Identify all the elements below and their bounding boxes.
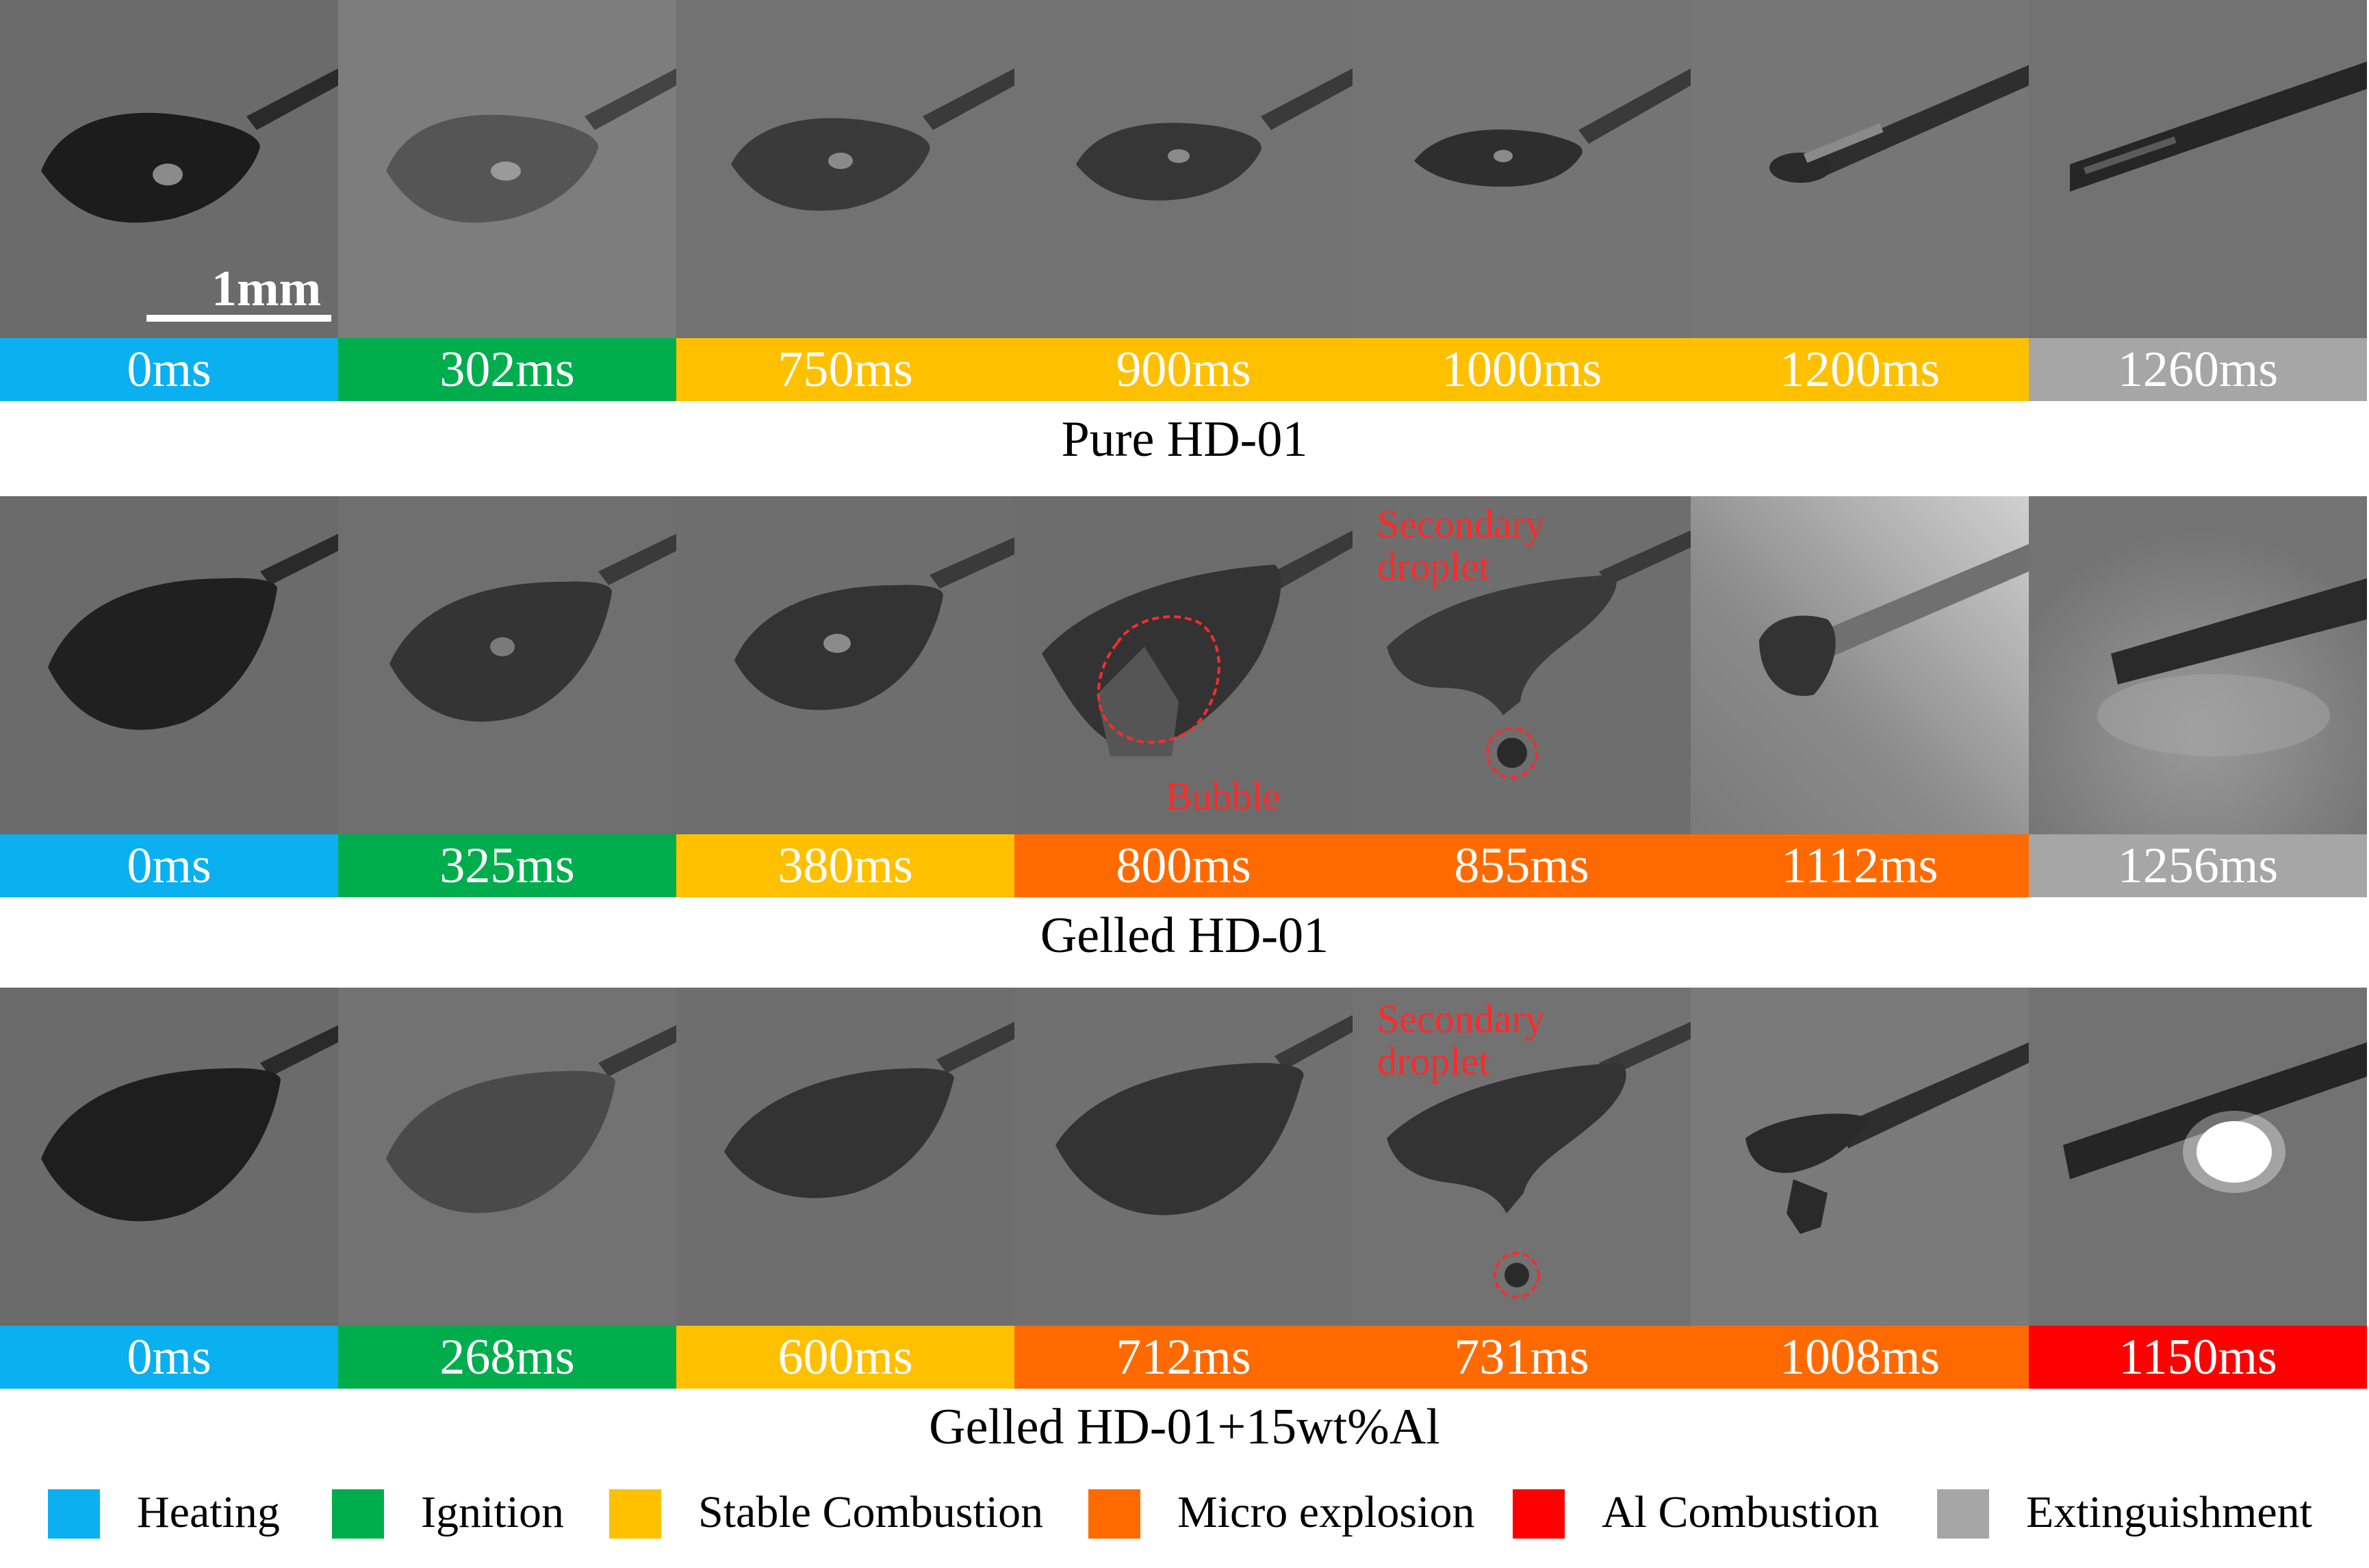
- time-label: 712ms: [1014, 1326, 1353, 1389]
- legend-label: Heating: [137, 1487, 280, 1537]
- time-label: 1200ms: [1691, 338, 2029, 401]
- droplet-frame: [2029, 0, 2367, 338]
- droplet-frame: [0, 496, 338, 834]
- droplet-frame: [1353, 496, 1691, 834]
- row-caption: Gelled HD-01: [1040, 908, 1329, 964]
- droplet-frame: [676, 988, 1014, 1326]
- legend-label: Extinguishment: [2026, 1487, 2312, 1537]
- legend-swatch: [1513, 1489, 1565, 1539]
- frame-strip: [0, 496, 2369, 834]
- time-label: 0ms: [0, 338, 338, 401]
- droplet-frame: [1014, 988, 1353, 1326]
- time-bar: 0ms 268ms 600ms 712ms 731ms 1008ms 1150m…: [0, 1326, 2369, 1389]
- annotation-line1: Secondary: [1377, 997, 1545, 1041]
- legend-label: Al Combustion: [1602, 1487, 1880, 1537]
- droplet-frame: [1691, 496, 2029, 834]
- time-label: 0ms: [0, 1326, 338, 1389]
- droplet-frame: [1014, 0, 1353, 338]
- legend-swatch: [48, 1489, 100, 1539]
- frame-strip: 1mm: [0, 0, 2369, 338]
- droplet-frame: [676, 0, 1014, 338]
- row-caption: Gelled HD-01+15wt%Al: [929, 1399, 1440, 1455]
- legend-swatch: [1088, 1489, 1140, 1539]
- scale-bar: 1mm: [146, 260, 338, 329]
- sequence-pure-hd01: 1mm: [0, 0, 2369, 467]
- droplet-frame: [338, 0, 676, 338]
- legend-label: Ignition: [421, 1487, 564, 1537]
- droplet-frame: [1353, 988, 1691, 1326]
- legend-swatch: [1937, 1489, 1989, 1539]
- time-label: 1000ms: [1353, 338, 1691, 401]
- time-label: 600ms: [676, 1326, 1014, 1389]
- droplet-frame: [1353, 0, 1691, 338]
- time-bar: 0ms 325ms 380ms 800ms 855ms 1112ms 1256m…: [0, 834, 2369, 897]
- sequence-gelled-hd01-al: Secondary droplet 0ms 268ms 600ms 712ms …: [0, 988, 2369, 1455]
- time-label: 302ms: [338, 338, 676, 401]
- droplet-frame: [0, 988, 338, 1326]
- scale-bar-label: 1mm: [212, 261, 322, 317]
- time-label: 268ms: [338, 1326, 676, 1389]
- time-label: 380ms: [676, 834, 1014, 897]
- droplet-frame: [1691, 988, 2029, 1326]
- time-label: 855ms: [1353, 834, 1691, 897]
- sequence-gelled-hd01: Secondary droplet Bubble 0ms 325ms 380ms…: [0, 496, 2369, 964]
- frame-strip: [0, 988, 2369, 1326]
- droplet-frame: [338, 496, 676, 834]
- droplet-frame: 1mm: [0, 0, 338, 338]
- annotation-line2: droplet: [1377, 544, 1490, 589]
- time-label: 1112ms: [1691, 834, 2029, 897]
- time-label: 800ms: [1014, 834, 1353, 897]
- legend-swatch: [609, 1489, 661, 1539]
- droplet-frame: [1691, 0, 2029, 338]
- legend-label: Stable Combustion: [698, 1487, 1044, 1537]
- time-label: 1256ms: [2029, 834, 2367, 897]
- time-label: 0ms: [0, 834, 338, 897]
- time-label: 731ms: [1353, 1326, 1691, 1389]
- droplet-frame: [2029, 496, 2367, 834]
- annotation-line1: Secondary: [1377, 502, 1545, 546]
- droplet-frame: [338, 988, 676, 1326]
- droplet-frame: [2029, 988, 2367, 1326]
- time-label: 900ms: [1014, 338, 1353, 401]
- bubble-annotation: Bubble: [1166, 774, 1281, 819]
- time-label: 1150ms: [2029, 1326, 2367, 1389]
- time-label: 325ms: [338, 834, 676, 897]
- legend-label: Micro explosion: [1177, 1487, 1475, 1537]
- time-bar: 0ms 302ms 750ms 900ms 1000ms 1200ms 1260…: [0, 338, 2369, 401]
- row-caption: Pure HD-01: [1061, 411, 1308, 467]
- secondary-droplet-annotation: Secondary droplet: [1377, 998, 1545, 1083]
- time-label: 1008ms: [1691, 1326, 2029, 1389]
- scale-bar-line: [146, 315, 331, 322]
- phase-legend: Heating Ignition Stable Combustion Micro…: [0, 1471, 2369, 1554]
- droplet-frame: [676, 496, 1014, 834]
- droplet-frame: [1014, 496, 1353, 834]
- secondary-droplet-annotation: Secondary droplet: [1377, 503, 1545, 588]
- legend-swatch: [332, 1489, 384, 1539]
- time-label: 750ms: [676, 338, 1014, 401]
- time-label: 1260ms: [2029, 338, 2367, 401]
- annotation-line2: droplet: [1377, 1039, 1490, 1083]
